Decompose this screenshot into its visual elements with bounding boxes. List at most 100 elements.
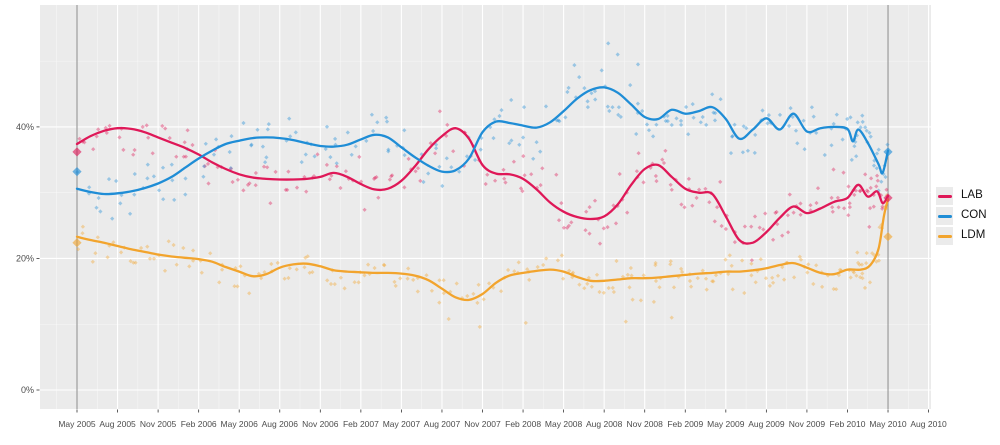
poll-point bbox=[740, 258, 745, 263]
y-tick-label: 20% bbox=[16, 254, 34, 264]
poll-point bbox=[730, 134, 735, 139]
poll-point bbox=[745, 148, 750, 153]
poll-point bbox=[851, 270, 857, 275]
poll-point bbox=[771, 280, 776, 285]
x-tick-label: Nov 2009 bbox=[789, 419, 826, 429]
poll-point bbox=[842, 206, 847, 211]
legend-label-con: CON bbox=[961, 209, 987, 222]
poll-point bbox=[310, 270, 315, 275]
poll-point bbox=[497, 113, 502, 119]
poll-point bbox=[366, 262, 371, 267]
poll-point bbox=[151, 256, 157, 261]
poll-point bbox=[232, 284, 237, 289]
poll-point bbox=[719, 223, 724, 229]
poll-point bbox=[229, 134, 234, 139]
poll-point bbox=[288, 134, 293, 139]
poll-point bbox=[191, 258, 196, 263]
poll-point bbox=[829, 143, 834, 148]
poll-point bbox=[710, 279, 715, 284]
poll-point bbox=[87, 185, 92, 190]
poll-point bbox=[849, 157, 854, 162]
poll-point bbox=[837, 267, 843, 272]
poll-point bbox=[686, 176, 691, 181]
poll-point bbox=[773, 210, 778, 215]
poll-point bbox=[144, 123, 149, 128]
poll-point bbox=[174, 154, 179, 159]
poll-point bbox=[859, 262, 864, 267]
poll-point bbox=[780, 233, 785, 238]
poll-point bbox=[230, 179, 235, 185]
poll-point bbox=[146, 135, 151, 140]
poll-point bbox=[286, 169, 291, 174]
poll-point bbox=[636, 151, 641, 156]
poll-point bbox=[203, 141, 208, 146]
poll-point bbox=[689, 284, 694, 289]
poll-point bbox=[214, 137, 219, 142]
poll-point bbox=[302, 265, 307, 270]
poll-point bbox=[162, 268, 168, 273]
poll-point bbox=[208, 251, 213, 256]
poll-point bbox=[651, 134, 656, 139]
poll-point bbox=[390, 173, 395, 178]
poll-point bbox=[369, 112, 374, 117]
poll-point bbox=[798, 212, 803, 217]
poll-point bbox=[104, 130, 109, 135]
poll-point bbox=[814, 130, 819, 135]
poll-point bbox=[263, 160, 268, 165]
poll-point bbox=[202, 164, 207, 169]
legend-item-ldm: LDM bbox=[936, 227, 987, 245]
ldm-line-swatch bbox=[937, 234, 952, 238]
poll-point bbox=[413, 169, 418, 174]
poll-point bbox=[402, 128, 407, 133]
poll-point bbox=[110, 216, 115, 221]
poll-point bbox=[133, 260, 138, 265]
poll-point bbox=[559, 253, 564, 258]
poll-point bbox=[235, 177, 240, 182]
poll-point bbox=[577, 282, 582, 287]
poll-point bbox=[651, 299, 656, 304]
poll-point bbox=[763, 211, 768, 216]
poll-point bbox=[798, 257, 804, 262]
poll-point bbox=[441, 291, 446, 296]
poll-point bbox=[323, 146, 328, 152]
poll-point bbox=[259, 276, 264, 281]
poll-point bbox=[157, 188, 162, 193]
poll-point bbox=[402, 153, 407, 158]
poll-point bbox=[448, 289, 453, 294]
poll-point bbox=[836, 273, 841, 278]
poll-point bbox=[445, 122, 450, 127]
poll-point bbox=[487, 281, 492, 286]
poll-point bbox=[601, 226, 606, 231]
poll-point bbox=[372, 265, 377, 271]
poll-point bbox=[597, 241, 603, 246]
poll-point bbox=[712, 219, 717, 224]
x-tick-label: Nov 2006 bbox=[302, 419, 339, 429]
poll-point bbox=[858, 188, 863, 194]
poll-point bbox=[660, 157, 665, 162]
poll-point bbox=[839, 268, 844, 273]
poll-point bbox=[749, 224, 754, 229]
poll-point bbox=[880, 204, 885, 209]
poll-point bbox=[586, 275, 591, 280]
poll-point bbox=[867, 224, 872, 229]
poll-point bbox=[836, 205, 841, 210]
poll-point bbox=[181, 245, 186, 251]
poll-point bbox=[357, 154, 362, 159]
trend-line-lab bbox=[75, 126, 890, 245]
poll-point bbox=[131, 152, 136, 157]
poll-point bbox=[640, 108, 645, 114]
poll-point bbox=[424, 273, 429, 278]
poll-point bbox=[846, 184, 851, 189]
poll-point bbox=[381, 262, 386, 267]
poll-point-outlier bbox=[477, 324, 482, 329]
poll-point bbox=[661, 160, 667, 166]
poll-point bbox=[449, 165, 454, 170]
x-axis-labels: May 2005 Aug 2005 Nov 2005 Feb 2006 May 2006… bbox=[58, 419, 947, 429]
poll-point bbox=[584, 209, 589, 214]
poll-point bbox=[865, 189, 870, 194]
poll-point bbox=[285, 187, 290, 192]
poll-point bbox=[697, 187, 702, 192]
poll-point bbox=[814, 263, 819, 268]
poll-point bbox=[145, 162, 150, 167]
x-tick-label: May 2010 bbox=[869, 419, 907, 429]
